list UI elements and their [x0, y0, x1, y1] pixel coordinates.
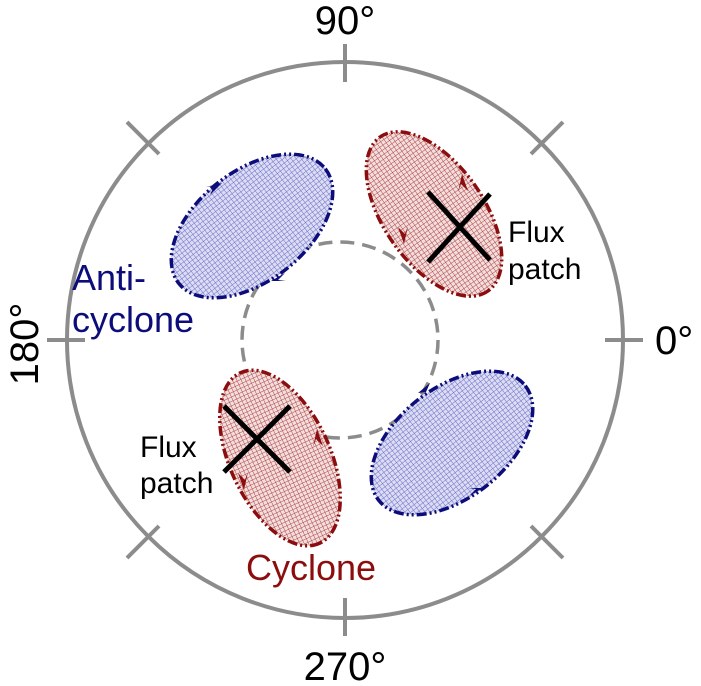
flux-patch-label-left-line2: patch — [140, 467, 213, 500]
anticyclone-label-line2: cyclone — [72, 299, 194, 340]
angle-label-180: 180° — [3, 303, 47, 386]
tick-135 — [125, 120, 161, 156]
cyclone-lower-left — [217, 368, 343, 548]
flow-arrow — [238, 472, 248, 490]
flux-patch-label-right-line2: patch — [508, 253, 581, 286]
flux-patch-label-left-line1: Flux — [140, 431, 197, 464]
flow-arrow — [313, 429, 323, 447]
flow-arrow — [418, 383, 434, 393]
flux-patch-label-right-line1: Flux — [508, 216, 565, 249]
inner-dashed-circle — [240, 240, 440, 440]
flow-arrow — [468, 488, 483, 496]
flow-arrow — [458, 174, 468, 192]
tick-315 — [529, 524, 565, 560]
cyclone-upper-right — [364, 130, 504, 298]
anticyclone-upper-left — [169, 152, 335, 300]
flow-arrow — [271, 273, 286, 281]
cyclone-label: Cyclone — [246, 547, 376, 588]
angle-label-90: 90° — [315, 0, 376, 43]
tick-225 — [125, 524, 161, 560]
tick-marks — [47, 44, 643, 636]
tick-45 — [529, 120, 565, 156]
flux-patch-cross-lower-left — [222, 404, 292, 474]
flow-arrow — [206, 183, 222, 195]
anticyclone-lower-right — [369, 369, 535, 517]
angle-label-270: 270° — [304, 645, 387, 686]
flow-arrow — [398, 226, 408, 244]
anticyclone-label-line1: Anti- — [72, 257, 146, 298]
angle-label-0: 0° — [655, 319, 693, 363]
flux-patch-cross-upper-right — [426, 190, 492, 264]
